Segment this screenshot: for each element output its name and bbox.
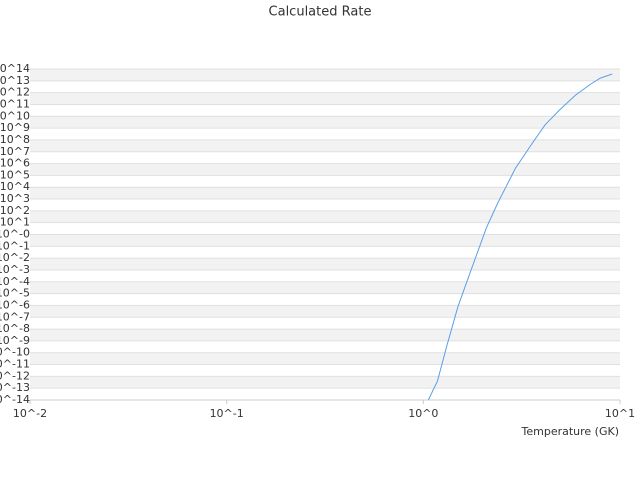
y-tick-label: 10^-10 [0, 346, 30, 359]
chart-title: Calculated Rate [269, 5, 372, 20]
y-tick-label: 10^-14 [0, 393, 30, 406]
grid-band [30, 352, 620, 365]
y-tick-label: 10^10 [0, 109, 30, 122]
y-tick-label: 10^4 [0, 180, 30, 193]
grid-band [30, 163, 620, 176]
y-tick-label: 10^9 [0, 121, 30, 134]
y-tick-label: 10^1 [0, 216, 30, 229]
y-tick-label: 10^11 [0, 97, 30, 110]
grid-band [30, 329, 620, 341]
grid-band [30, 281, 620, 294]
line [427, 73, 613, 401]
grid-band [30, 139, 620, 152]
y-tick-label: 10^-11 [0, 358, 30, 371]
y-tick-label: 10^-1 [0, 239, 30, 252]
y-tick-label: 10^-0 [0, 228, 30, 241]
y-tick-label: 10^14 [0, 62, 30, 75]
y-tick-label: 10^7 [0, 145, 30, 158]
x-tick-label: 10^0 [408, 407, 438, 420]
x-tick-label: 10^-1 [210, 407, 244, 420]
y-tick-label: 10^-13 [0, 381, 30, 394]
y-tick-label: 10^-3 [0, 263, 30, 276]
y-tick-label: 10^-5 [0, 287, 30, 300]
x-tick-label: 10^1 [605, 407, 635, 420]
y-tick-label: 10^-4 [0, 275, 30, 288]
grid-band [30, 187, 620, 200]
grid-band [30, 210, 620, 223]
y-tick-label: 10^5 [0, 168, 30, 181]
y-tick-label: 10^3 [0, 192, 30, 205]
y-tick-label: 10^2 [0, 204, 30, 217]
y-tick-label: 10^-8 [0, 322, 30, 335]
grid-band [30, 69, 620, 81]
y-tick-label: 10^-12 [0, 369, 30, 382]
y-tick-label: 10^13 [0, 74, 30, 87]
y-tick-label: 10^6 [0, 157, 30, 170]
y-tick-label: 10^-6 [0, 298, 30, 311]
y-tick-label: 10^8 [0, 133, 30, 146]
grid-band [30, 376, 620, 389]
y-tick-label: 10^-9 [0, 334, 30, 347]
y-tick-label: 10^-2 [0, 251, 30, 264]
y-tick-label: 10^12 [0, 86, 30, 99]
y-tick-label: 10^-7 [0, 310, 30, 323]
grid-band [30, 258, 620, 270]
grid-band [30, 234, 620, 247]
grid-band [30, 92, 620, 105]
x-axis-title: Temperature (GK) [521, 425, 620, 438]
x-tick-label: 10^-2 [13, 407, 47, 420]
grid-band [30, 116, 620, 129]
grid-band [30, 305, 620, 318]
